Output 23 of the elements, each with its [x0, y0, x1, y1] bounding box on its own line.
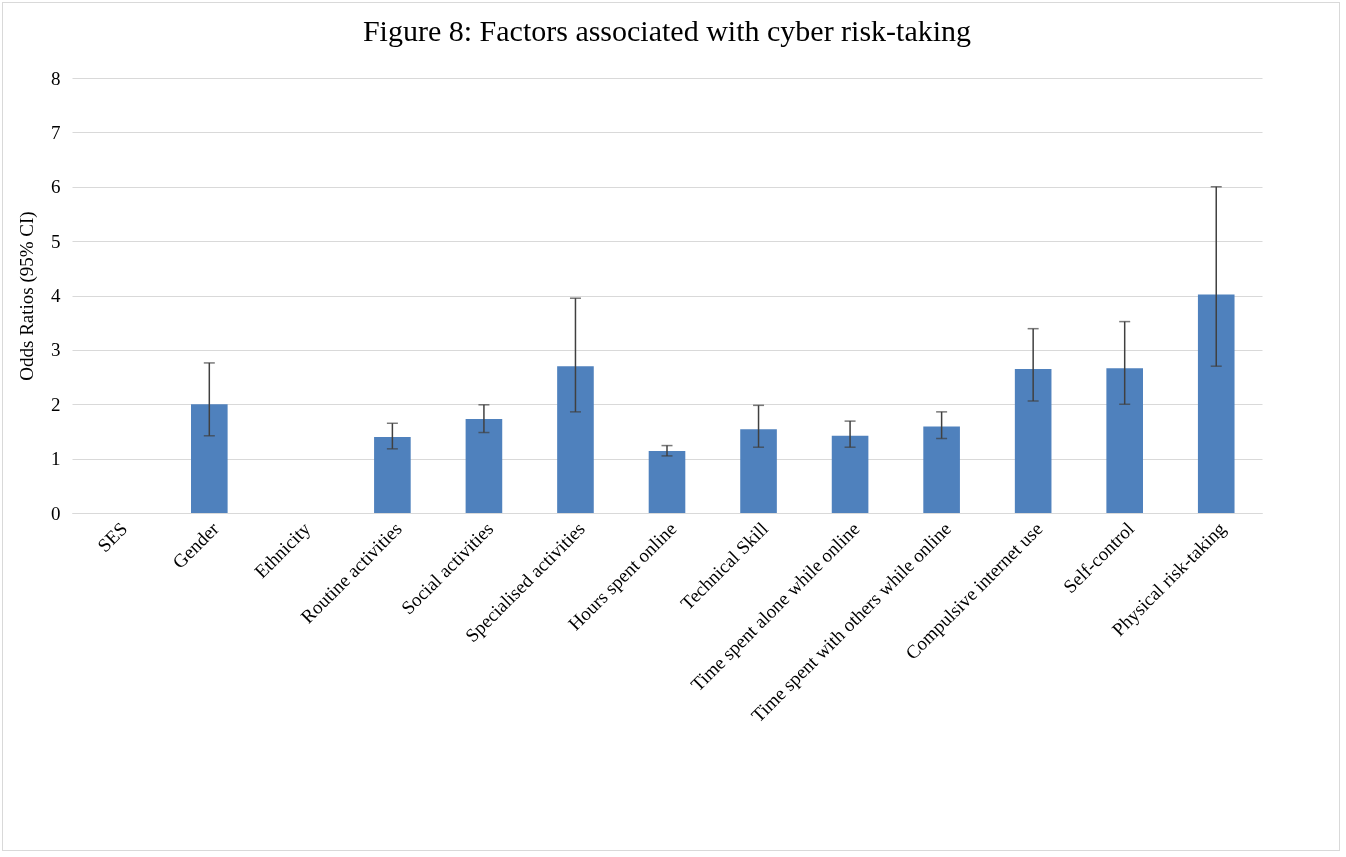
y-tick-label: 2: [51, 393, 61, 415]
y-tick-label: 4: [51, 285, 61, 306]
y-tick-label: 8: [51, 67, 61, 89]
bar: [923, 426, 960, 513]
bar: [740, 429, 777, 513]
y-tick-label: 6: [51, 176, 61, 198]
x-tick-label: SES: [93, 518, 132, 557]
bar: [1106, 368, 1143, 513]
bar: [831, 435, 869, 513]
bar: [191, 404, 228, 513]
bar: [1197, 294, 1235, 513]
y-tick-label: 1: [51, 448, 61, 470]
bar: [648, 451, 686, 513]
bar: [557, 366, 594, 513]
bar: [374, 436, 411, 513]
bar: [465, 418, 503, 513]
y-tick-label: 7: [51, 121, 61, 143]
y-tick-label: 3: [51, 339, 61, 361]
y-axis-title: Odds Ratios (95% CI): [16, 211, 38, 381]
y-tick-label: 5: [51, 230, 61, 252]
bar: [1014, 368, 1052, 513]
chart-title: Figure 8: Factors associated with cyber risk-taking: [362, 14, 972, 47]
y-tick-label: 0: [51, 502, 61, 524]
